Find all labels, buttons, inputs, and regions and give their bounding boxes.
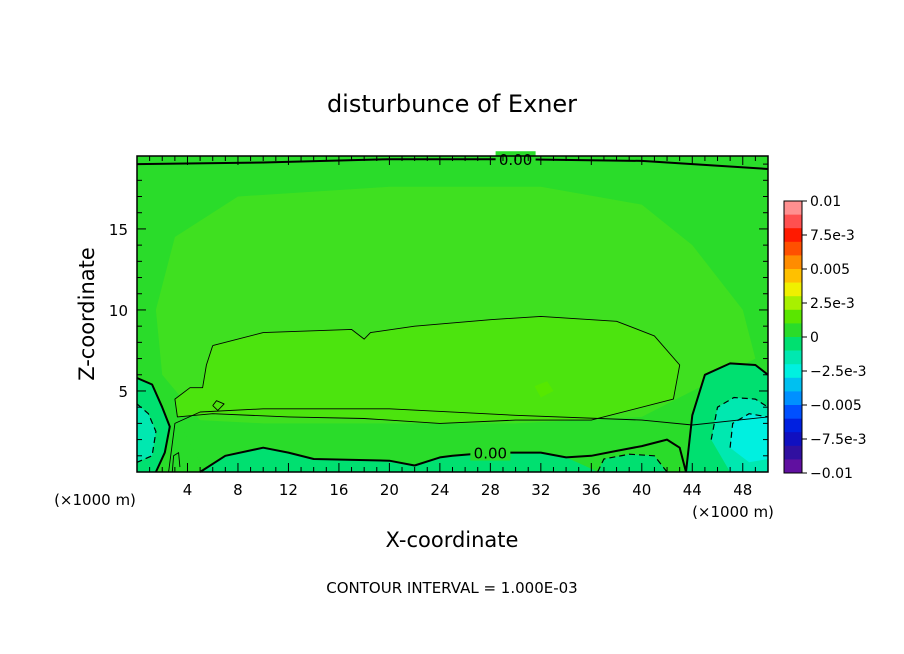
colorbar-swatch (784, 201, 802, 215)
x-axis-label: X-coordinate (386, 528, 519, 552)
region-fill-8 (730, 413, 768, 463)
colorbar-label: 0.01 (810, 194, 841, 210)
colorbar-swatch (784, 459, 802, 474)
colorbar-swatch (784, 337, 802, 351)
y-tick-label: 15 (109, 221, 128, 239)
x-axis: 4 8 12 16 20 24 28 32 36 40 44 48 (149, 156, 756, 499)
colorbar: 0.01 7.5e-3 0.005 2.5e-3 0 −2.5e-3 −0.005 −7.5e… (783, 194, 867, 482)
colorbar-swatch (784, 255, 802, 270)
x-tick-label: 12 (279, 481, 298, 499)
region-fill-5 (137, 403, 156, 463)
colorbar-swatch (784, 432, 802, 447)
x-tick-label: 28 (481, 481, 500, 499)
colorbar-swatch (784, 269, 802, 283)
contour-label-3: 0.00 (474, 445, 507, 463)
colorbar-label: 0 (810, 330, 819, 346)
contour-interval-footer: CONTOUR INTERVAL = 1.000E-03 (326, 579, 577, 597)
x-tick-label: 4 (183, 481, 193, 499)
region-fill-2 (174, 316, 680, 424)
y-tick-label: 5 (118, 383, 128, 401)
colorbar-swatch (784, 445, 802, 460)
contour-line-1 (174, 315, 681, 424)
region-fill-3 (534, 381, 554, 398)
colorbar-swatch (784, 214, 802, 229)
y-axis-label: Z-coordinate (75, 247, 99, 381)
x-tick-label: 24 (430, 481, 449, 499)
colorbar-swatch (784, 282, 802, 297)
colorbar-swatch (784, 309, 802, 324)
x-unit-right: (×1000 m) (692, 503, 774, 521)
colorbar-swatch (784, 364, 802, 379)
x-tick-label: 40 (632, 481, 651, 499)
contour-line-8 (729, 413, 769, 448)
plot-area: 0.000.00 (136, 151, 769, 473)
contour-line-2 (168, 408, 769, 473)
colorbar-label: 7.5e-3 (810, 228, 855, 244)
contour-line-10 (212, 400, 225, 411)
contour-line-5 (136, 403, 157, 463)
colorbar-swatch (784, 418, 802, 433)
colorbar-swatch (784, 241, 802, 256)
contour-line-7 (710, 396, 769, 440)
x-tick-label: 44 (683, 481, 702, 499)
chart-title: disturbunce of Exner (327, 90, 577, 118)
contour-line-4 (136, 377, 171, 473)
x-tick-label: 32 (531, 481, 550, 499)
x-unit-left: (×1000 m) (54, 491, 136, 509)
colorbar-swatch (784, 228, 802, 243)
colorbar-label: 2.5e-3 (810, 296, 855, 312)
colorbar-label: −0.005 (810, 398, 862, 414)
colorbar-label: 0.005 (810, 262, 850, 278)
x-tick-label: 16 (329, 481, 348, 499)
region-fill-9 (597, 454, 667, 472)
x-tick-label: 8 (233, 481, 243, 499)
x-tick-label: 48 (733, 481, 752, 499)
colorbar-swatch (784, 391, 802, 406)
colorbar-label: −0.01 (810, 466, 853, 482)
y-axis: 5 10 15 (109, 163, 768, 457)
colorbar-swatch (784, 323, 802, 338)
contour-line-11 (171, 452, 181, 473)
colorbar-label: −2.5e-3 (810, 364, 867, 380)
colorbar-swatch (784, 377, 802, 392)
colorbar-swatch (784, 296, 802, 311)
contour-line-9 (597, 453, 668, 473)
colorbar-swatch (784, 405, 802, 419)
x-tick-label: 36 (582, 481, 601, 499)
contour-label-bg-3 (470, 444, 511, 461)
colorbar-label: −7.5e-3 (810, 432, 867, 448)
y-tick-label: 10 (109, 302, 128, 320)
x-tick-label: 20 (380, 481, 399, 499)
colorbar-swatch (784, 350, 802, 365)
contour-line-6 (685, 362, 769, 473)
filled-regions (137, 159, 768, 472)
